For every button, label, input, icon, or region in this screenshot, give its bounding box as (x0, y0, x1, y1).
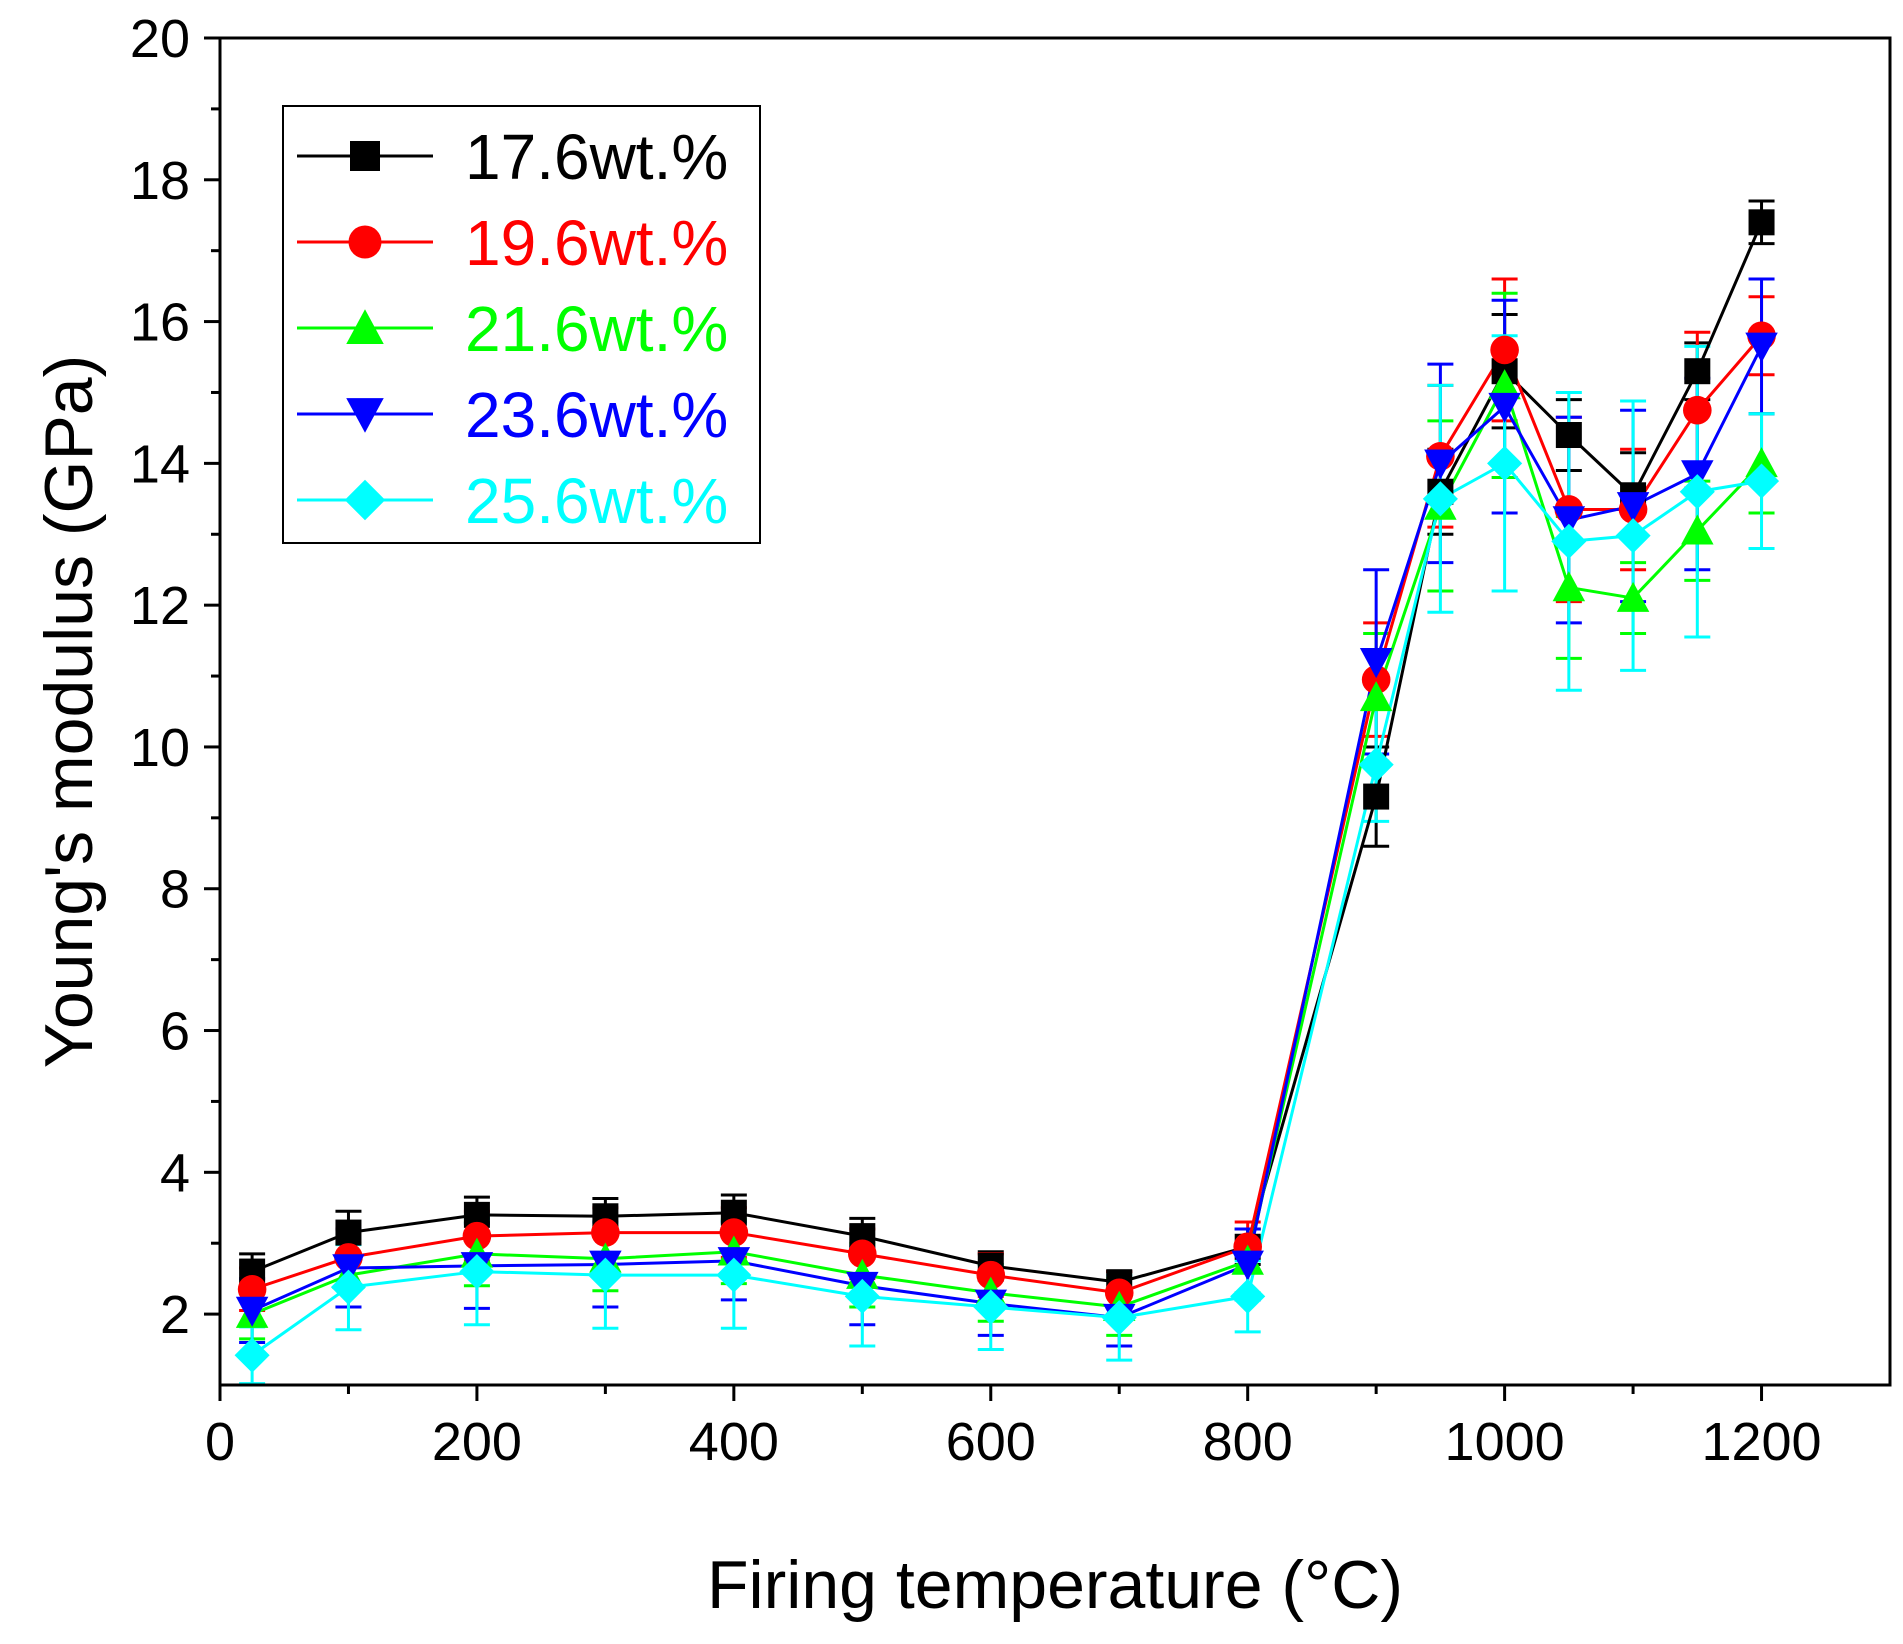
y-tick-label: 18 (130, 151, 190, 211)
series-line (251, 381, 1763, 1316)
data-point (1745, 332, 1778, 363)
data-point (844, 1278, 880, 1314)
data-point (1552, 506, 1586, 537)
y-tick-label: 6 (160, 1002, 190, 1062)
legend-label: 21.6wt.% (465, 293, 728, 365)
legend-marker (346, 398, 384, 433)
x-tick-label: 200 (432, 1412, 522, 1472)
data-point (591, 1218, 620, 1247)
y-tick-label: 16 (130, 293, 190, 353)
series-line (251, 345, 1763, 1320)
legend-marker (346, 309, 384, 344)
x-tick-label: 1000 (1445, 1412, 1565, 1472)
data-point (1363, 783, 1390, 810)
y-tick-label: 14 (130, 434, 190, 494)
data-point (332, 1254, 365, 1285)
y-axis-label: Young's modulus (GPa) (31, 355, 107, 1069)
data-point (1616, 492, 1650, 523)
legend-label: 23.6wt.% (465, 379, 728, 451)
legend-marker (344, 479, 386, 521)
y-tick-label: 8 (160, 860, 190, 920)
data-point (1615, 518, 1651, 554)
data-point (1681, 514, 1714, 545)
legend-marker (348, 225, 382, 259)
data-point (237, 1274, 267, 1304)
data-point (973, 1289, 1009, 1325)
data-point (1359, 648, 1393, 679)
axes-layer: 0 200 400 600 800 1000 1200 2 4 6 8 10 12 14 16 18 20 (130, 9, 1822, 1472)
data-point (1488, 369, 1521, 400)
data-point (1551, 523, 1587, 559)
data-point (716, 1257, 752, 1293)
y-tick-label: 2 (160, 1285, 190, 1345)
data-point (1679, 474, 1715, 510)
data-point (1358, 747, 1394, 783)
x-axis-label: Firing temperature (°C) (707, 1547, 1403, 1623)
y-tick-label: 4 (160, 1143, 190, 1203)
data-point (1231, 1250, 1264, 1281)
data-point (1359, 681, 1393, 712)
series-line (251, 334, 1763, 1295)
data-point (1101, 1300, 1137, 1336)
x-tick-label: 0 (205, 1412, 235, 1472)
data-point (1552, 571, 1586, 602)
data-point (335, 1219, 362, 1246)
y-tick-label: 20 (130, 9, 190, 69)
series-line (251, 461, 1762, 1357)
data-point (235, 1296, 269, 1327)
data-point (1488, 392, 1521, 423)
data-point (1743, 463, 1780, 499)
data-point (330, 1269, 367, 1305)
data-point (587, 1257, 623, 1293)
data-point (1230, 1278, 1266, 1314)
markers-layer (234, 209, 1780, 1373)
data-point (719, 1218, 749, 1247)
plot-frame (218, 36, 1892, 1387)
data-point (1555, 422, 1582, 449)
legend-label: 17.6wt.% (465, 121, 728, 193)
data-point (1748, 209, 1775, 236)
legend: 17.6wt.% 19.6wt.% 21.6wt.% 23.6wt.% 25.6wt.% (282, 105, 761, 544)
legend-label: 19.6wt.% (465, 207, 728, 279)
data-point (1424, 449, 1457, 480)
data-point (1616, 581, 1650, 612)
data-point (459, 1254, 495, 1290)
x-tick-label: 800 (1203, 1412, 1293, 1472)
data-point (1683, 395, 1712, 425)
legend-label: 25.6wt.% (465, 465, 728, 537)
data-point (848, 1239, 877, 1269)
data-point (462, 1221, 492, 1251)
data-point (1422, 481, 1458, 517)
data-point (1487, 445, 1523, 481)
data-point (234, 1337, 270, 1373)
x-tick-label: 600 (946, 1412, 1036, 1472)
y-tick-label: 10 (130, 718, 190, 778)
series-lines-layer (251, 221, 1763, 1357)
y-tick-label: 12 (130, 576, 190, 636)
data-point (1490, 335, 1519, 365)
data-point (1684, 358, 1711, 385)
data-point (976, 1260, 1006, 1290)
x-tick-label: 400 (689, 1412, 779, 1472)
data-point (1361, 665, 1391, 694)
x-tick-label: 1200 (1701, 1412, 1821, 1472)
series-line (251, 221, 1763, 1284)
legend-marker (350, 141, 380, 171)
data-point (1745, 447, 1778, 478)
